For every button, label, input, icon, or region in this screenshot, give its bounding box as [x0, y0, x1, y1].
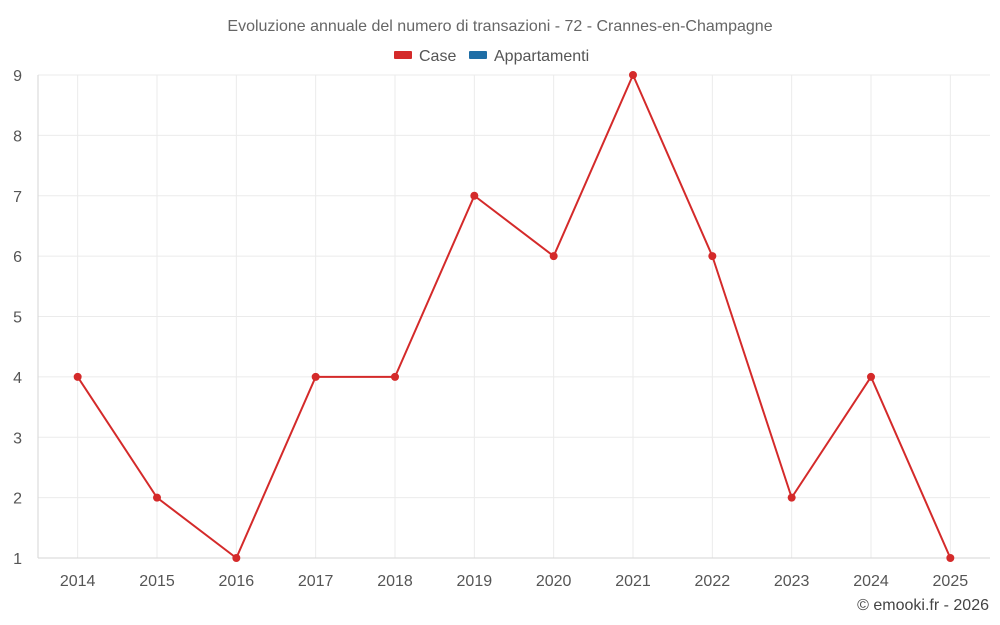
x-tick-label: 2015	[139, 573, 175, 590]
y-tick-label: 2	[13, 491, 22, 508]
data-point[interactable]	[708, 252, 717, 261]
data-point[interactable]	[629, 71, 637, 79]
legend-item-case[interactable]: Case	[394, 48, 456, 65]
x-tick-label: 2022	[695, 573, 731, 590]
data-point[interactable]	[867, 372, 875, 381]
legend-label-case: Case	[419, 48, 456, 65]
x-tick-label: 2025	[933, 573, 969, 590]
y-tick-label: 8	[13, 128, 22, 145]
series	[73, 71, 955, 562]
x-tick-label: 2021	[615, 573, 651, 590]
data-point[interactable]	[232, 554, 241, 562]
axes: 1 2 3 4 5 6 7 8 9 2014 2015 2016 2017 2018 2019 2020 202…	[13, 68, 990, 590]
y-tick-label: 3	[13, 430, 22, 447]
x-tick-label: 2019	[457, 573, 493, 590]
data-point[interactable]	[946, 554, 955, 562]
series-line-0	[76, 74, 952, 559]
data-point[interactable]	[549, 252, 558, 261]
x-tick-label: 2020	[536, 573, 572, 590]
legend: Case Appartamenti	[394, 48, 589, 65]
legend-item-appartamenti[interactable]: Appartamenti	[469, 48, 589, 65]
x-tick-label: 2018	[377, 573, 413, 590]
x-tick-label: 2014	[60, 573, 96, 590]
x-tick-label: 2017	[298, 573, 334, 590]
data-point[interactable]	[73, 372, 82, 381]
grid	[38, 74, 990, 558]
legend-swatch-appartamenti	[469, 51, 487, 59]
y-tick-label: 1	[13, 551, 22, 568]
data-point[interactable]	[470, 191, 479, 200]
credit-text: © emooki.fr - 2026	[857, 597, 989, 614]
y-tick-label: 9	[13, 68, 22, 85]
data-point[interactable]	[311, 372, 320, 381]
y-tick-label: 6	[13, 249, 22, 266]
y-tick-label: 7	[13, 189, 22, 206]
y-tick-label: 4	[13, 370, 22, 387]
y-tick-label: 5	[13, 310, 22, 327]
x-tick-label: 2023	[774, 573, 810, 590]
data-point[interactable]	[787, 493, 796, 502]
data-point[interactable]	[153, 493, 161, 502]
data-point[interactable]	[391, 372, 399, 381]
chart-title: Evoluzione annuale del numero di transaz…	[227, 18, 772, 35]
legend-swatch-case	[394, 51, 412, 59]
legend-label-appartamenti: Appartamenti	[494, 48, 589, 65]
x-tick-label: 2024	[853, 573, 889, 590]
x-tick-label: 2016	[219, 573, 255, 590]
